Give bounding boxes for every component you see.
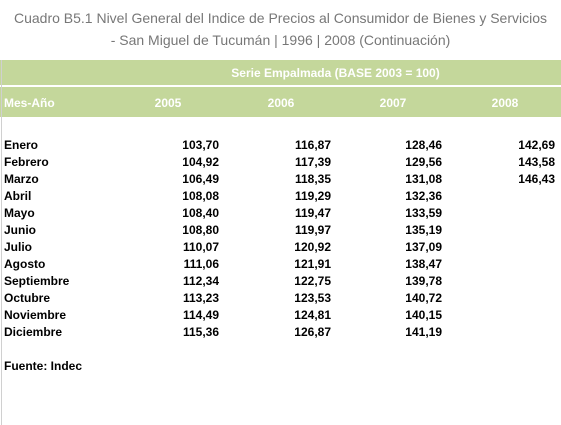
cell-value: 112,34 <box>182 274 219 288</box>
cell-value: 111,06 <box>183 257 219 271</box>
header-band <box>0 87 561 117</box>
cell-value: 104,92 <box>182 155 219 169</box>
cell-value: 141,19 <box>405 325 442 339</box>
cell-value: 142,69 <box>518 138 555 152</box>
row-label: Agosto <box>4 257 46 271</box>
cell-value: 108,80 <box>182 223 219 237</box>
row-label: Diciembre <box>4 325 63 339</box>
cell-value: 121,91 <box>294 257 331 271</box>
source: Fuente: Indec <box>4 359 83 373</box>
cell-value: 131,08 <box>405 172 442 186</box>
cell-value: 140,72 <box>405 291 442 305</box>
cell-value: 118,35 <box>294 172 331 186</box>
cell-value: 119,29 <box>294 189 331 203</box>
cell-value: 126,87 <box>294 325 331 339</box>
subtitle: - San Miguel de Tucumán | 1996 | 2008 (C… <box>110 32 451 48</box>
cell-value: 115,36 <box>182 325 219 339</box>
column-header: 2006 <box>267 96 295 110</box>
cell-value: 129,56 <box>405 155 442 169</box>
cell-value: 139,78 <box>405 274 442 288</box>
cell-value: 135,19 <box>405 223 442 237</box>
row-header: Mes-Año <box>4 96 55 110</box>
cell-value: 103,70 <box>182 138 219 152</box>
cell-value: 140,15 <box>405 308 442 322</box>
cell-value: 110,07 <box>182 240 219 254</box>
row-label: Abril <box>4 189 32 203</box>
cell-value: 133,59 <box>405 206 442 220</box>
cell-value: 143,58 <box>518 155 555 169</box>
cell-value: 120,92 <box>294 240 331 254</box>
header-band <box>0 60 561 85</box>
series-label: Serie Empalmada (BASE 2003 = 100) <box>231 66 440 80</box>
row-label: Febrero <box>4 155 49 169</box>
row-label: Enero <box>4 138 39 152</box>
title: Cuadro B5.1 Nivel General del Indice de … <box>13 10 548 26</box>
cell-value: 132,36 <box>405 189 442 203</box>
row-label: Julio <box>4 240 33 254</box>
cell-value: 123,53 <box>294 291 331 305</box>
cell-value: 108,08 <box>182 189 219 203</box>
cell-value: 113,23 <box>182 291 219 305</box>
cell-value: 116,87 <box>294 138 331 152</box>
row-label: Mayo <box>4 206 35 220</box>
cell-value: 114,49 <box>182 308 219 322</box>
column-header: 2008 <box>491 96 519 110</box>
cell-value: 119,97 <box>294 223 331 237</box>
cell-value: 106,49 <box>182 172 219 186</box>
cell-value: 122,75 <box>294 274 331 288</box>
row-label: Marzo <box>4 172 39 186</box>
cell-value: 137,09 <box>405 240 442 254</box>
cell-value: 117,39 <box>294 155 331 169</box>
row-label: Junio <box>4 223 36 237</box>
row-label: Septiembre <box>4 274 70 288</box>
cell-value: 128,46 <box>405 138 442 152</box>
row-label: Octubre <box>4 291 51 305</box>
cell-value: 138,47 <box>405 257 442 271</box>
left-border <box>1 60 2 425</box>
cell-value: 119,47 <box>294 206 331 220</box>
column-header: 2007 <box>379 96 407 110</box>
column-header: 2005 <box>154 96 182 110</box>
cell-value: 124,81 <box>294 308 331 322</box>
cell-value: 108,40 <box>182 206 219 220</box>
cell-value: 146,43 <box>518 172 555 186</box>
row-label: Noviembre <box>4 308 67 322</box>
